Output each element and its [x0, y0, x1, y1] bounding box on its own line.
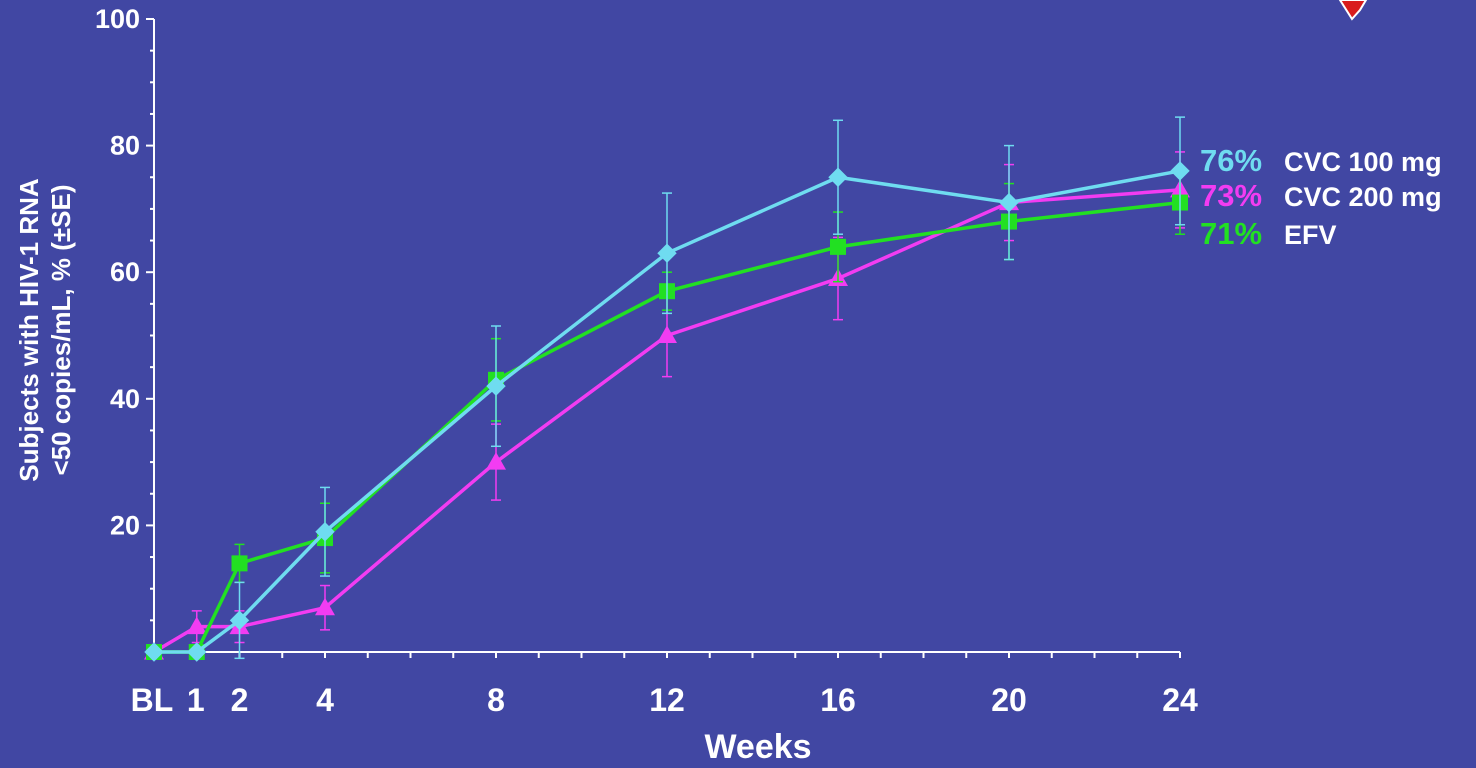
data-point-diamond [187, 642, 207, 662]
y-axis-title-line: <50 copies/mL, % (±SE) [46, 185, 76, 476]
data-point-triangle [657, 325, 677, 343]
x-tick-label: 4 [316, 682, 334, 718]
data-point-diamond [828, 167, 848, 187]
data-point-square [830, 238, 846, 255]
x-tick-label: 24 [1162, 682, 1198, 718]
data-point-diamond [229, 610, 250, 631]
y-tick-label: 60 [110, 257, 140, 287]
x-tick-label: 12 [649, 682, 685, 718]
data-point-diamond [657, 243, 677, 263]
data-point-triangle [486, 452, 506, 470]
series-diamond [144, 116, 1190, 662]
legend-value: 73% [1200, 178, 1262, 213]
legend-value: 71% [1200, 216, 1262, 251]
legend: 76% CVC 100 mg 73% CVC 200 mg 71% EFV [1200, 143, 1442, 251]
data-point-diamond [486, 376, 506, 396]
data-point-diamond [999, 192, 1019, 213]
legend-series-name: CVC 200 mg [1284, 182, 1442, 212]
x-tick-label: BL [131, 682, 174, 718]
x-tick-label: 16 [820, 682, 856, 718]
y-tick-label: 100 [95, 4, 140, 34]
y-tick-label: 80 [110, 131, 140, 161]
x-tick-label: 2 [231, 682, 249, 718]
corner-graphic [1338, 0, 1368, 21]
x-axis-title: Weeks [704, 728, 811, 763]
x-tick-label: 20 [991, 682, 1027, 718]
legend-value: 76% [1200, 143, 1262, 178]
legend-series-name: CVC 100 mg [1284, 147, 1442, 177]
x-tick-label: 1 [187, 682, 205, 718]
data-point-diamond [315, 522, 335, 542]
y-axis-title: Subjects with HIV-1 RNA<50 copies/mL, % … [14, 178, 76, 482]
x-tick-label: 8 [487, 682, 505, 718]
data-point-diamond [144, 642, 164, 662]
red-arrow-fragment [1338, 0, 1368, 21]
data-point-square [231, 555, 248, 572]
y-tick-label: 20 [110, 510, 140, 540]
y-axis-title-line: Subjects with HIV-1 RNA [14, 178, 44, 482]
data-point-diamond [1170, 161, 1190, 181]
series-group [144, 116, 1190, 662]
y-tick-label: 40 [110, 384, 140, 414]
data-point-triangle [315, 597, 335, 616]
data-point-triangle [186, 616, 207, 635]
legend-series-name: EFV [1284, 220, 1337, 250]
